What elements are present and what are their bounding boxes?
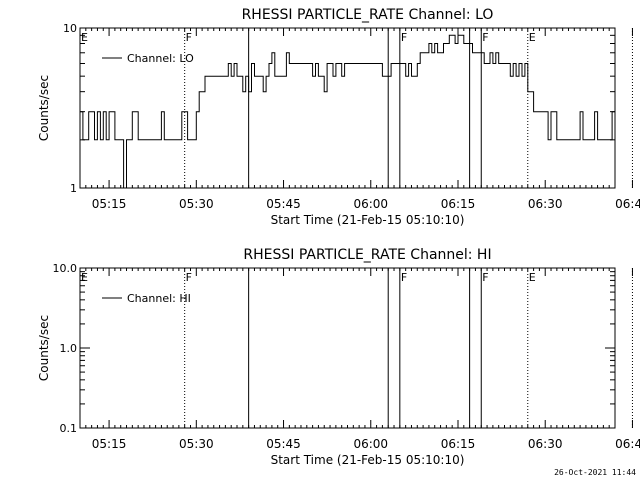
x-tick-label: 06:15 bbox=[441, 197, 476, 211]
x-axis-label: Start Time (21-Feb-15 05:10:10) bbox=[271, 453, 465, 467]
x-tick-label: 06:00 bbox=[353, 197, 388, 211]
x-tick-label: 05:45 bbox=[266, 437, 301, 451]
marker-label: E bbox=[529, 271, 536, 284]
x-tick-label: 05:15 bbox=[92, 197, 127, 211]
y-tick-label: 10.0 bbox=[53, 262, 78, 275]
marker-label: E bbox=[81, 271, 88, 284]
chart-title: RHESSI PARTICLE_RATE Channel: LO bbox=[242, 7, 494, 23]
y-axis-label: Counts/sec bbox=[37, 75, 51, 141]
x-tick-label: 05:30 bbox=[179, 197, 214, 211]
x-tick-label: 05:30 bbox=[179, 437, 214, 451]
marker-label: F bbox=[482, 271, 488, 284]
marker-label: F bbox=[186, 31, 192, 44]
y-tick-label: 1 bbox=[70, 182, 77, 195]
x-tick-label: 05:15 bbox=[92, 437, 127, 451]
x-tick-label: 06:00 bbox=[353, 437, 388, 451]
x-axis-label: Start Time (21-Feb-15 05:10:10) bbox=[271, 213, 465, 227]
chart-title: RHESSI PARTICLE_RATE Channel: HI bbox=[243, 247, 491, 263]
x-tick-label: 06:30 bbox=[528, 437, 563, 451]
x-tick-label: 06:45 bbox=[615, 197, 640, 211]
marker-label: F bbox=[401, 31, 407, 44]
marker-label: F bbox=[186, 271, 192, 284]
footer-timestamp: 26-Oct-2021 11:44 bbox=[554, 468, 636, 477]
y-axis-label: Counts/sec bbox=[37, 315, 51, 381]
series-line-channel-lo bbox=[80, 34, 615, 188]
x-tick-label: 06:45 bbox=[615, 437, 640, 451]
legend-label: Channel: HI bbox=[127, 292, 191, 305]
x-tick-label: 05:45 bbox=[266, 197, 301, 211]
y-tick-label: 0.1 bbox=[60, 422, 78, 435]
marker-label: E bbox=[81, 31, 88, 44]
chart-hi: RHESSI PARTICLE_RATE Channel: HI Counts/s… bbox=[37, 247, 640, 467]
y-tick-label: 1.0 bbox=[60, 342, 78, 355]
marker-label: F bbox=[482, 31, 488, 44]
y-tick-label: 10 bbox=[63, 22, 77, 35]
chart-lo: RHESSI PARTICLE_RATE Channel: LO Counts/s… bbox=[37, 7, 640, 227]
x-tick-label: 06:15 bbox=[441, 437, 476, 451]
x-tick-label: 06:30 bbox=[528, 197, 563, 211]
marker-label: E bbox=[529, 31, 536, 44]
marker-label: F bbox=[401, 271, 407, 284]
legend-label: Channel: LO bbox=[127, 52, 194, 65]
